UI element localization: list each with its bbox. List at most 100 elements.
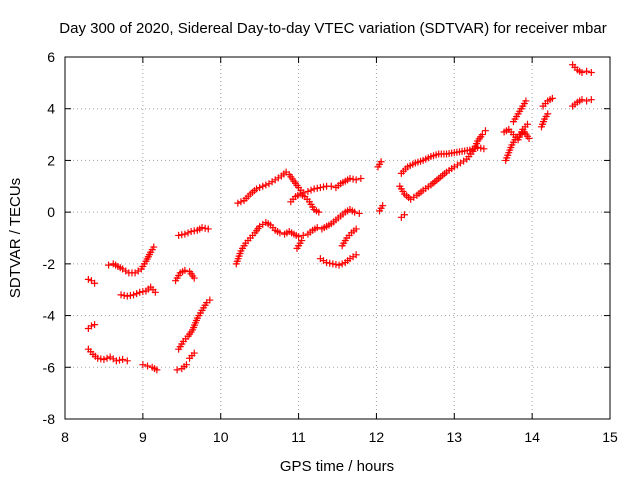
grid <box>65 57 610 419</box>
data-point <box>355 209 363 217</box>
x-tick-label: 9 <box>139 429 147 445</box>
data-point <box>237 198 245 206</box>
data-point <box>578 69 586 77</box>
data-point <box>126 292 134 300</box>
data-point <box>153 366 161 374</box>
data-point <box>346 175 354 183</box>
data-point <box>112 357 120 365</box>
series-s6 <box>139 361 161 374</box>
data-point <box>319 183 327 191</box>
data-point <box>190 274 198 282</box>
data-point <box>116 356 123 364</box>
series-s29 <box>569 61 595 77</box>
data-point <box>298 237 306 245</box>
data-point <box>256 184 264 192</box>
data-point <box>150 243 158 251</box>
data-point <box>352 225 360 233</box>
data-point <box>133 290 141 298</box>
y-tick-label: 6 <box>47 49 55 65</box>
series-s12 <box>234 168 365 207</box>
series-s10 <box>175 224 212 239</box>
data-point <box>139 288 147 296</box>
y-tick-label: 2 <box>47 152 55 168</box>
data-point <box>201 224 209 232</box>
data-point <box>323 259 331 267</box>
data-marks <box>84 61 595 374</box>
data-point <box>587 96 595 104</box>
y-tick-label: -2 <box>43 256 56 272</box>
series-s22 <box>397 211 408 221</box>
data-point <box>522 97 530 105</box>
data-point <box>181 230 189 238</box>
series-s7 <box>173 361 190 374</box>
data-point <box>144 362 152 370</box>
axis-ticks: 8 9 10 11 12 13 14 15 -8 -6 -4 -2 0 2 4 6 <box>43 49 618 445</box>
y-axis-label: SDTVAR / TECUs <box>7 178 24 298</box>
data-point <box>316 184 324 192</box>
data-point <box>481 127 489 135</box>
y-tick-label: -4 <box>43 308 56 324</box>
series-s24 <box>500 120 531 144</box>
series-s26 <box>537 110 552 131</box>
series-s17 <box>338 225 360 250</box>
data-point <box>262 181 270 189</box>
data-point <box>578 96 586 104</box>
series-s20 <box>397 144 488 177</box>
data-point <box>379 202 387 210</box>
data-point <box>259 182 267 190</box>
data-point <box>523 120 531 128</box>
data-point <box>583 67 591 75</box>
data-point <box>352 251 360 259</box>
data-point <box>525 134 533 142</box>
data-point <box>327 182 335 190</box>
data-point <box>357 175 365 183</box>
series-s15 <box>293 237 306 252</box>
data-point <box>120 292 128 300</box>
data-point <box>326 259 334 267</box>
data-point <box>478 131 486 139</box>
data-point <box>103 354 111 362</box>
data-point <box>310 185 318 193</box>
data-point <box>583 97 591 105</box>
data-point <box>190 227 198 235</box>
data-point <box>178 231 186 239</box>
series-s18 <box>374 158 385 171</box>
x-tick-label: 10 <box>213 429 229 445</box>
series-s27 <box>539 94 556 110</box>
data-point <box>206 296 214 304</box>
series-s16 <box>316 251 360 269</box>
data-point <box>119 356 127 364</box>
data-point <box>313 184 321 192</box>
data-point <box>477 144 485 152</box>
data-point <box>352 176 360 184</box>
data-point <box>400 211 408 219</box>
data-point <box>117 291 125 299</box>
data-point <box>587 69 595 77</box>
data-point <box>182 361 190 369</box>
data-point <box>91 321 99 329</box>
data-point <box>351 208 359 216</box>
data-point <box>338 260 346 268</box>
series-s5 <box>117 283 159 300</box>
data-point <box>480 145 488 153</box>
y-tick-label: 4 <box>47 101 55 117</box>
data-point <box>136 288 144 296</box>
data-point <box>123 292 131 300</box>
data-point <box>295 233 303 241</box>
data-point <box>139 361 147 369</box>
series-s1 <box>84 275 99 287</box>
x-tick-label: 13 <box>446 429 462 445</box>
data-point <box>377 158 385 166</box>
data-point <box>190 349 198 357</box>
data-point <box>198 224 206 232</box>
data-point <box>91 279 99 287</box>
data-point <box>349 175 357 183</box>
series-s9 <box>175 296 214 353</box>
y-tick-label: -6 <box>43 359 56 375</box>
data-point <box>175 231 183 239</box>
series-s8 <box>172 266 198 285</box>
data-point <box>181 266 189 274</box>
data-point <box>276 229 284 237</box>
data-point <box>299 231 307 239</box>
